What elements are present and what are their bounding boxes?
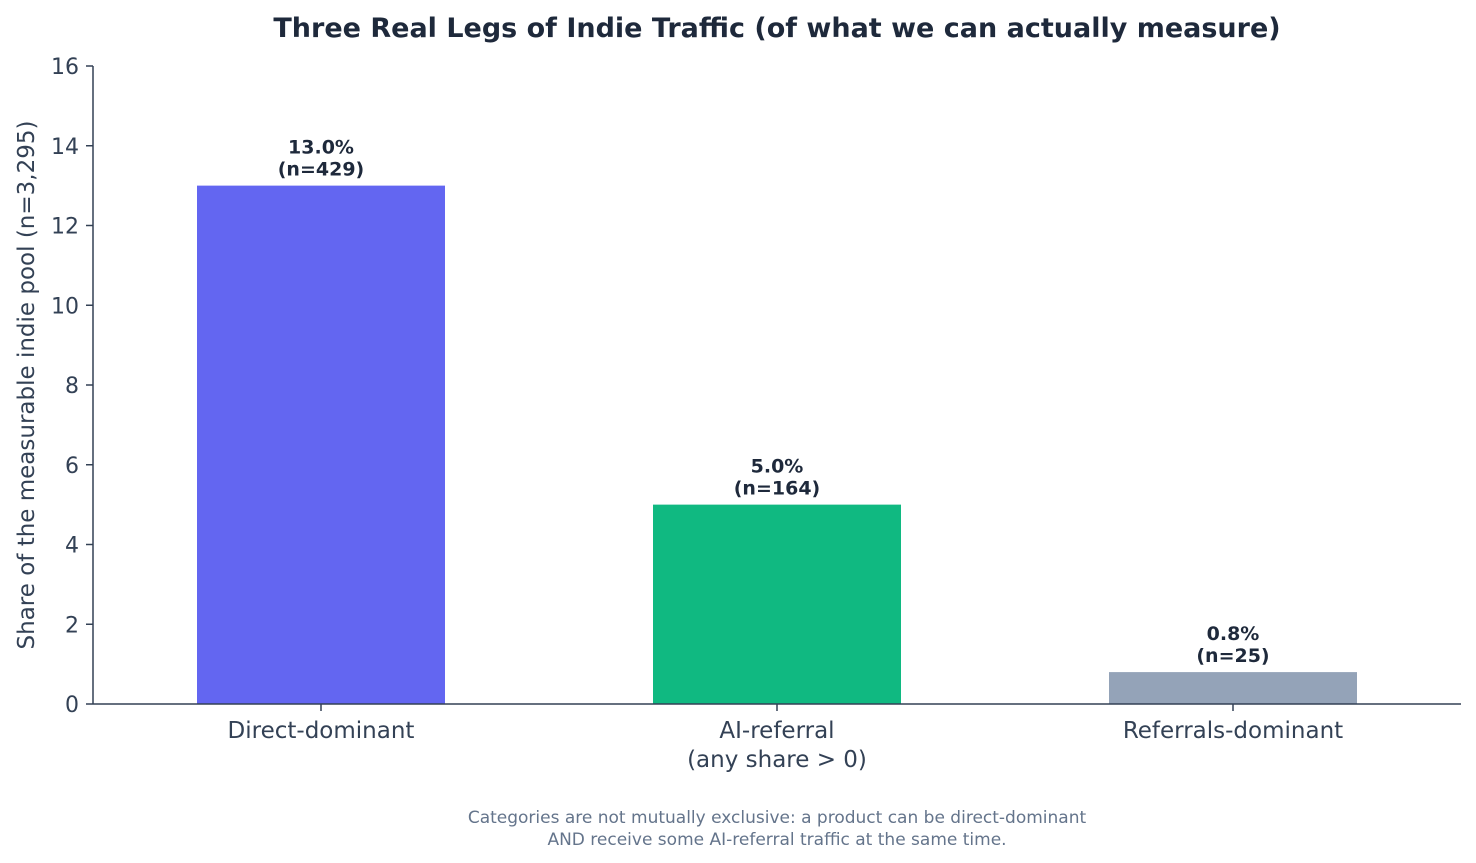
bar: [197, 185, 445, 704]
x-axis-ticks: Direct-dominant AI-referral (any share > 0…: [228, 704, 1343, 773]
y-tick-label: 10: [51, 294, 79, 319]
y-tick-label: 6: [65, 454, 79, 479]
y-tick-label: 0: [65, 693, 79, 718]
x-tick-label: Referrals-dominant: [1123, 718, 1343, 744]
x-tick-label: Direct-dominant: [228, 718, 415, 744]
x-tick-label: AI-referral (any share > 0): [687, 718, 867, 773]
data-label: 0.8% (n=25): [1196, 623, 1269, 667]
data-label: 5.0% (n=164): [734, 456, 820, 500]
chart-title: Three Real Legs of Indie Traffic (of wha…: [273, 13, 1280, 44]
y-axis-label: Share of the measurable indie pool (n=3,…: [14, 121, 40, 650]
bar: [653, 504, 901, 704]
y-tick-label: 4: [65, 534, 79, 559]
y-tick-label: 14: [51, 135, 79, 160]
y-tick-label: 2: [65, 613, 79, 638]
bar: [1109, 672, 1357, 704]
data-label: 13.0% (n=429): [278, 137, 364, 181]
y-axis-ticks: 0 2 4 6 8 10 12 14 16: [51, 55, 93, 718]
footnote-text: Categories are not mutually exclusive: a…: [468, 808, 1087, 850]
y-tick-label: 12: [51, 215, 79, 240]
y-tick-label: 8: [65, 374, 79, 399]
bars: 13.0% (n=429) 5.0% (n=164) 0.8% (n=25): [197, 137, 1357, 704]
y-tick-label: 16: [51, 55, 79, 80]
footnote: Categories are not mutually exclusive: a…: [468, 808, 1087, 850]
